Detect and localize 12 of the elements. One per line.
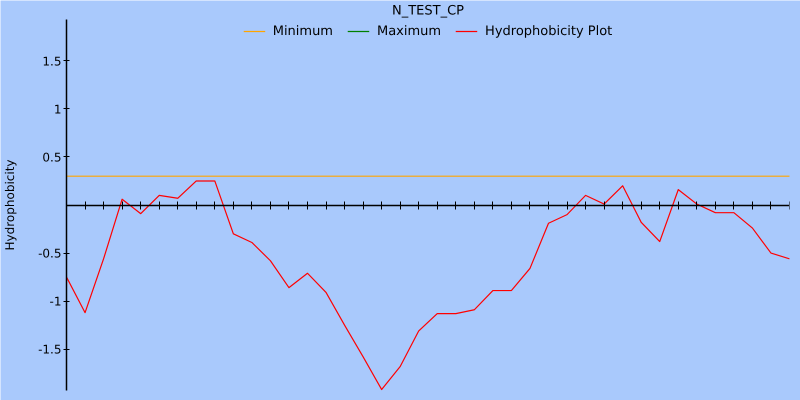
y-axis-title: Hydrophobicity (3, 159, 18, 251)
y-tick-label: -1.5 (38, 342, 62, 357)
y-tick-label: 1.5 (42, 54, 62, 68)
legend-label: Hydrophobicity Plot (485, 24, 612, 38)
y-tick-label: -0.5 (38, 246, 62, 261)
legend-label: Minimum (272, 24, 333, 38)
y-tick-label: 0.5 (42, 150, 62, 164)
y-tick-label: 1 (54, 102, 62, 116)
y-tick-label: -1 (50, 294, 62, 309)
chart-title: N_TEST_CP (392, 4, 464, 18)
legend-label: Maximum (376, 24, 442, 38)
line-series (66, 180, 790, 390)
